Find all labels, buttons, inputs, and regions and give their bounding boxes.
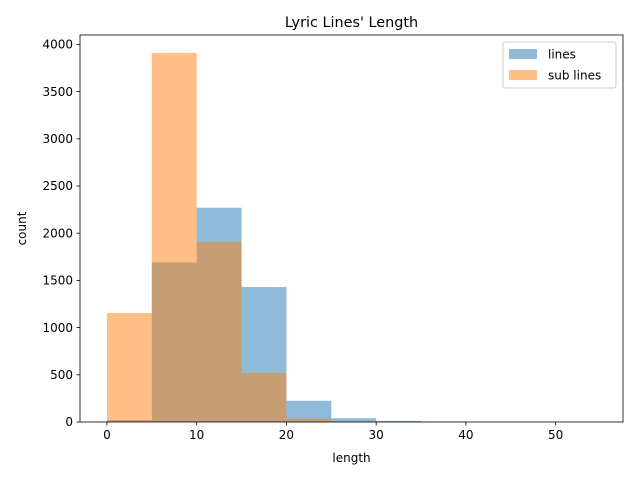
bars-group: [106, 52, 466, 423]
y-tick-label: 3000: [42, 132, 73, 146]
legend-swatch-sub-lines: [509, 70, 537, 80]
y-tick-label: 4000: [42, 38, 73, 52]
x-tick-label: 50: [548, 428, 563, 442]
x-tick-label: 30: [369, 428, 384, 442]
axes-group: 0 10 20 30 40 5005001000150020002500300035004…: [42, 34, 624, 442]
bar-sub-lines-4: [286, 418, 332, 422]
axes-frame: [79, 34, 624, 423]
x-tick-label: 20: [279, 428, 294, 442]
bar-lines-6: [376, 420, 422, 422]
bar-lines-4: [286, 400, 332, 422]
bar-sub-lines-0: [106, 312, 152, 422]
y-tick-label: 500: [50, 368, 73, 382]
y-tick-label: 0: [65, 415, 73, 429]
legend-label-lines: lines: [548, 48, 576, 62]
bar-sub-lines-3: [241, 372, 287, 422]
bar-sub-lines-2: [196, 241, 242, 422]
legend-label-sub-lines: sub lines: [548, 69, 601, 83]
x-tick-label: 40: [458, 428, 473, 442]
y-tick-label: 1500: [42, 274, 73, 288]
y-tick-label: 2000: [42, 226, 73, 240]
y-tick-label: 1000: [42, 321, 73, 335]
y-axis-label: count: [15, 211, 29, 245]
y-tick-label: 2500: [42, 179, 73, 193]
legend-swatch-lines: [509, 49, 537, 59]
y-tick-label: 3500: [42, 85, 73, 99]
x-tick-label: 10: [189, 428, 204, 442]
bar-lines-5: [331, 418, 377, 422]
chart-title: Lyric Lines' Length: [285, 15, 418, 31]
bar-sub-lines-1: [151, 52, 197, 423]
x-axis-label: length: [332, 451, 370, 465]
x-tick-label: 0: [103, 428, 111, 442]
legend: lines sub lines: [502, 41, 617, 89]
